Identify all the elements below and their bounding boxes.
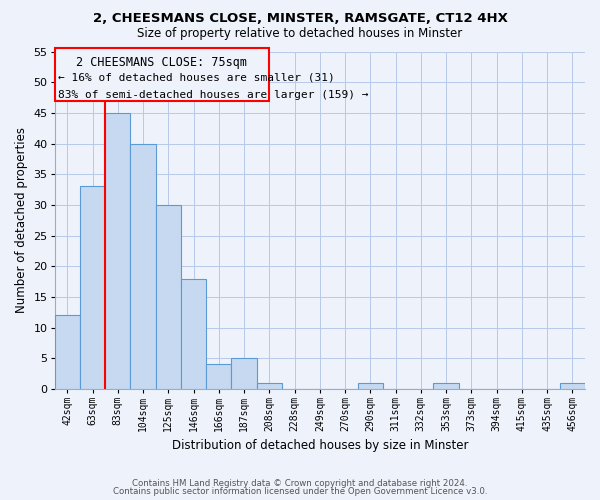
Bar xyxy=(80,186,105,389)
Text: 2 CHEESMANS CLOSE: 75sqm: 2 CHEESMANS CLOSE: 75sqm xyxy=(76,56,247,70)
Text: Contains HM Land Registry data © Crown copyright and database right 2024.: Contains HM Land Registry data © Crown c… xyxy=(132,478,468,488)
Bar xyxy=(257,383,282,389)
Bar xyxy=(55,316,80,389)
Bar xyxy=(130,144,155,389)
Bar xyxy=(358,383,383,389)
Bar xyxy=(206,364,232,389)
Bar xyxy=(560,383,585,389)
X-axis label: Distribution of detached houses by size in Minster: Distribution of detached houses by size … xyxy=(172,440,468,452)
Text: Contains public sector information licensed under the Open Government Licence v3: Contains public sector information licen… xyxy=(113,487,487,496)
Bar xyxy=(155,205,181,389)
Bar xyxy=(232,358,257,389)
Text: Size of property relative to detached houses in Minster: Size of property relative to detached ho… xyxy=(137,28,463,40)
Bar xyxy=(433,383,459,389)
Bar xyxy=(105,113,130,389)
Text: ← 16% of detached houses are smaller (31): ← 16% of detached houses are smaller (31… xyxy=(58,73,335,83)
Bar xyxy=(181,278,206,389)
Text: 83% of semi-detached houses are larger (159) →: 83% of semi-detached houses are larger (… xyxy=(58,90,369,100)
Y-axis label: Number of detached properties: Number of detached properties xyxy=(15,127,28,313)
FancyBboxPatch shape xyxy=(55,48,269,100)
Text: 2, CHEESMANS CLOSE, MINSTER, RAMSGATE, CT12 4HX: 2, CHEESMANS CLOSE, MINSTER, RAMSGATE, C… xyxy=(92,12,508,26)
